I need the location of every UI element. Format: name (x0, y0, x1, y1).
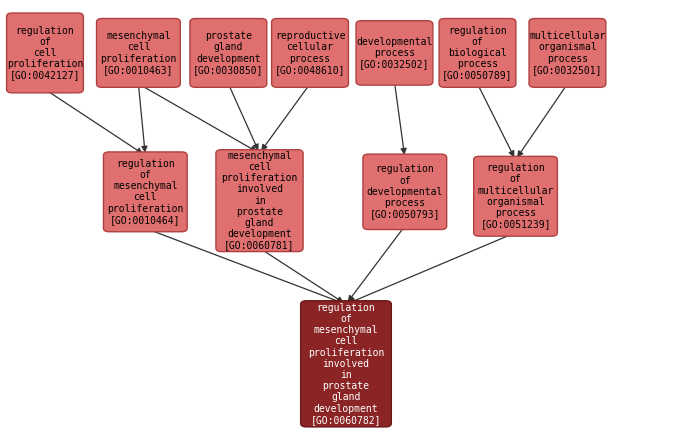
Text: mesenchymal
cell
proliferation
[GO:0010463]: mesenchymal cell proliferation [GO:00104… (100, 31, 176, 75)
Text: mesenchymal
cell
proliferation
involved
in
prostate
gland
development
[GO:006078: mesenchymal cell proliferation involved … (221, 151, 298, 250)
Text: reproductive
cellular
process
[GO:0048610]: reproductive cellular process [GO:004861… (275, 31, 345, 75)
FancyBboxPatch shape (104, 152, 187, 232)
Text: multicellular
organismal
process
[GO:0032501]: multicellular organismal process [GO:003… (529, 31, 606, 75)
FancyBboxPatch shape (363, 154, 447, 230)
FancyBboxPatch shape (439, 19, 516, 87)
FancyBboxPatch shape (473, 156, 557, 236)
Text: regulation
of
mesenchymal
cell
proliferation
[GO:0010464]: regulation of mesenchymal cell prolifera… (107, 159, 183, 225)
Text: regulation
of
mesenchymal
cell
proliferation
involved
in
prostate
gland
developm: regulation of mesenchymal cell prolifera… (308, 303, 384, 425)
FancyBboxPatch shape (7, 13, 83, 93)
FancyBboxPatch shape (97, 19, 180, 87)
Text: prostate
gland
development
[GO:0030850]: prostate gland development [GO:0030850] (193, 31, 264, 75)
FancyBboxPatch shape (271, 19, 349, 87)
FancyBboxPatch shape (529, 19, 606, 87)
Text: regulation
of
biological
process
[GO:0050789]: regulation of biological process [GO:005… (442, 26, 513, 80)
Text: regulation
of
cell
proliferation
[GO:0042127]: regulation of cell proliferation [GO:004… (7, 26, 83, 80)
Text: regulation
of
developmental
process
[GO:0050793]: regulation of developmental process [GO:… (367, 164, 443, 219)
FancyBboxPatch shape (190, 19, 267, 87)
FancyBboxPatch shape (356, 21, 433, 85)
FancyBboxPatch shape (300, 301, 392, 427)
FancyBboxPatch shape (216, 149, 303, 251)
Text: developmental
process
[GO:0032502]: developmental process [GO:0032502] (356, 37, 432, 69)
Text: regulation
of
multicellular
organismal
process
[GO:0051239]: regulation of multicellular organismal p… (477, 163, 554, 229)
